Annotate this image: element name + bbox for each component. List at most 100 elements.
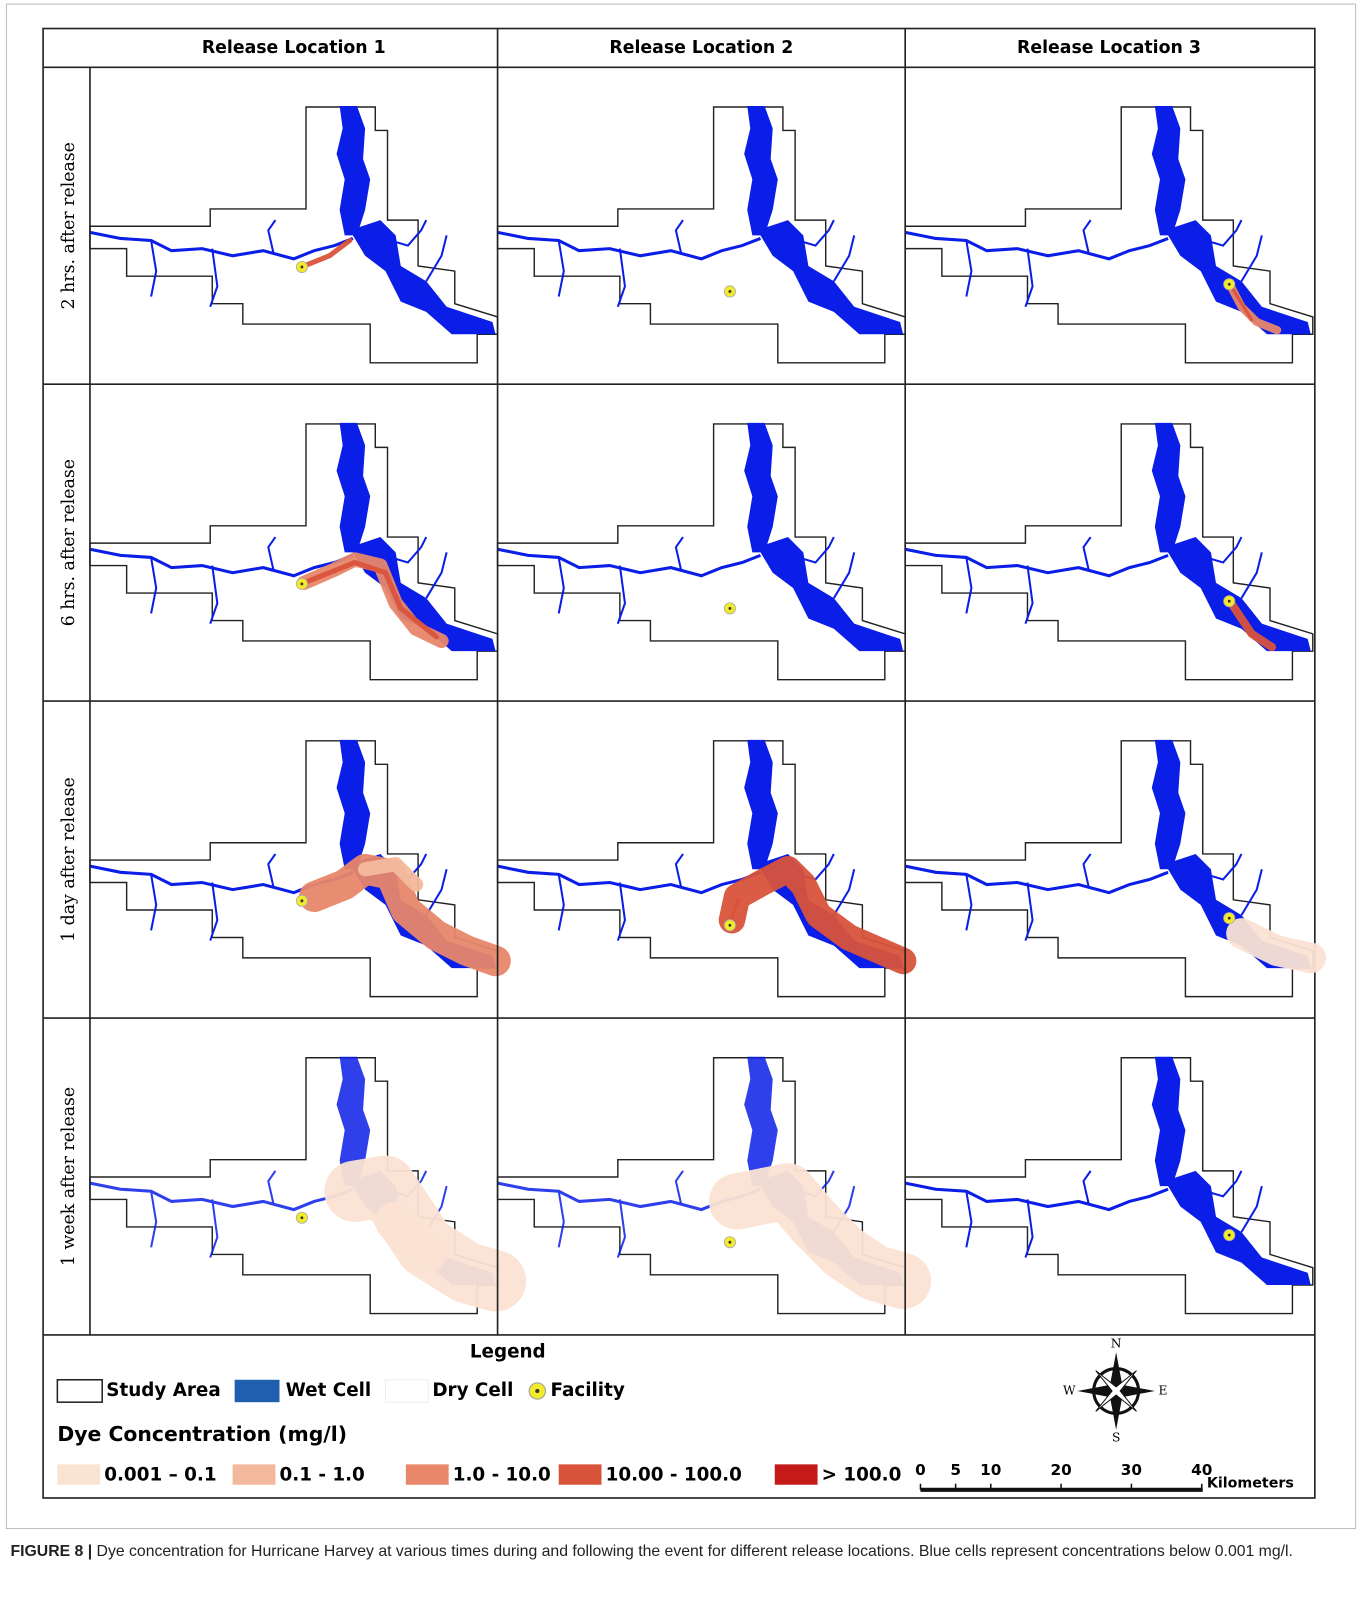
- column-header: Release Location 2: [609, 38, 793, 58]
- dye-plume: [709, 1163, 932, 1309]
- study-area-outline: [496, 106, 906, 364]
- dye-swatch: [57, 1464, 101, 1485]
- wet-cells: [496, 104, 905, 336]
- study-area-outline: [904, 1057, 1314, 1315]
- dye-swatch: [232, 1464, 276, 1485]
- legend-label: Facility: [551, 1380, 625, 1401]
- legend-label: Wet Cell: [286, 1380, 372, 1401]
- map-panel: [903, 1055, 1314, 1315]
- dye-plume: [301, 559, 439, 640]
- map-panels: [88, 104, 1327, 1315]
- map-panel: [88, 104, 499, 364]
- wet-cells: [903, 104, 1313, 336]
- legend-label: Study Area: [106, 1380, 220, 1401]
- compass-letter: W: [1063, 1383, 1076, 1397]
- dye-title: Dye Concentration (mg/l): [57, 1422, 347, 1446]
- dye-label: 10.00 - 100.0: [606, 1465, 742, 1486]
- study-area-outline: [496, 740, 906, 998]
- map-panel: [903, 738, 1327, 998]
- dye-plume: [375, 1201, 447, 1273]
- dye-label: 0.001 – 0.1: [104, 1465, 216, 1486]
- caption: FIGURE 8 | Dye concentration for Hurrica…: [10, 1541, 1355, 1563]
- dye-plume: [718, 855, 917, 975]
- map-panel: [496, 738, 917, 998]
- compass-star-minor: [1095, 1370, 1137, 1412]
- facility-dot: [728, 923, 732, 927]
- dye-label: 1.0 - 10.0: [453, 1465, 551, 1486]
- dye-label: > 100.0: [822, 1465, 902, 1486]
- legend-facility-dot: [535, 1388, 540, 1394]
- map-panel: [88, 1055, 527, 1315]
- study-area-outline: [89, 106, 499, 364]
- facility-dot: [300, 265, 304, 269]
- map-panel: [88, 421, 499, 681]
- scale-label: 0: [915, 1461, 926, 1479]
- scale-label: 20: [1050, 1461, 1071, 1479]
- wet-cells: [88, 421, 498, 653]
- legend-title: Legend: [470, 1341, 546, 1362]
- dye-swatch: [774, 1464, 818, 1485]
- facility-dot: [1227, 916, 1231, 920]
- scale-label: 40: [1191, 1461, 1212, 1479]
- map-panel: [496, 1055, 932, 1315]
- labels: Release Location 1 Release Location 2 Rele…: [43, 28, 1315, 1492]
- compass-letter: E: [1159, 1383, 1168, 1397]
- facility-dot: [300, 1216, 304, 1220]
- facility-dot: [728, 1240, 732, 1244]
- facility-dot: [1227, 1233, 1231, 1237]
- dye-label: 0.1 - 1.0: [280, 1465, 365, 1486]
- scale-label: 5: [950, 1461, 961, 1479]
- study-area-outline: [89, 740, 499, 998]
- dye-swatch: [405, 1464, 449, 1485]
- dye-plume: [1229, 284, 1254, 322]
- study-area-outline: [496, 423, 906, 681]
- dye-plume: [298, 853, 511, 977]
- study-area-outline: [904, 423, 1314, 681]
- dye-plume: [357, 857, 424, 892]
- facility-dot: [300, 899, 304, 903]
- map-panel: [496, 104, 906, 364]
- figure-frame: [42, 27, 1316, 1499]
- map-panel: [903, 421, 1314, 681]
- page-border: [5, 3, 1357, 1530]
- caption-label: FIGURE 8 |: [10, 1542, 93, 1561]
- compass-letter: S: [1112, 1430, 1120, 1444]
- dye-plume: [729, 897, 741, 920]
- scale-label: 10: [980, 1461, 1001, 1479]
- facility-dot: [728, 606, 732, 610]
- column-header: Release Location 1: [202, 38, 386, 58]
- scale-unit: Kilometers: [1207, 1476, 1294, 1492]
- wet-cells: [88, 104, 498, 336]
- caption-box: FIGURE 8 | Dye concentration for Hurrica…: [10, 1541, 1355, 1563]
- dye-plume: [1227, 599, 1277, 652]
- facility-dot: [728, 290, 732, 293]
- wet-cells: [903, 1055, 1313, 1287]
- map-panel: [496, 421, 906, 681]
- compass-letter: N: [1111, 1337, 1122, 1351]
- row-label: 2 hrs. after release: [59, 142, 79, 309]
- scale-label: 30: [1121, 1461, 1142, 1479]
- row-label: 6 hrs. after release: [59, 459, 79, 626]
- legend-study-area: [56, 1379, 103, 1403]
- row-label: 1 week after release: [59, 1087, 79, 1266]
- caption-text: Dye concentration for Hurricane Harvey a…: [96, 1542, 1293, 1561]
- facility-dot: [300, 582, 304, 586]
- study-area-outline: [904, 106, 1314, 364]
- study-area-outline: [904, 740, 1314, 998]
- facility-dot: [1227, 599, 1231, 603]
- wet-cells: [903, 421, 1313, 653]
- map-panel: [903, 104, 1314, 364]
- map-panel: [88, 738, 511, 998]
- legend-label: Dry Cell: [432, 1380, 513, 1401]
- wet-cells: [496, 421, 905, 653]
- legend-wet-cell: [234, 1379, 280, 1403]
- legend-dry-cell: [384, 1379, 429, 1403]
- column-header: Release Location 3: [1017, 38, 1201, 58]
- facility-dot: [1227, 282, 1231, 286]
- row-label: 1 day after release: [59, 777, 79, 942]
- dye-swatch: [558, 1464, 602, 1485]
- dye-plume: [1226, 918, 1327, 974]
- dye-plume: [301, 237, 353, 269]
